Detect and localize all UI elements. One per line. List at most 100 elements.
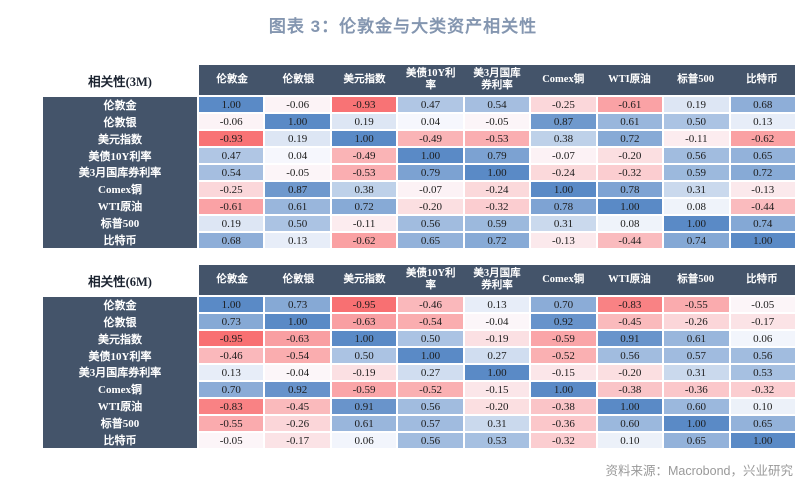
corr-cell: 1.00 [464,165,530,180]
row-label: WTI原油 [97,201,143,214]
corr-cell: -0.07 [398,182,463,197]
corr-cell: 1.00 [398,348,463,363]
corr-cell: 0.27 [398,365,463,380]
corr-cell: -0.15 [531,365,596,380]
corr-cell: -0.61 [199,199,264,214]
row-label: 美债10Y利率 [88,150,152,163]
corr-cell: 0.87 [531,114,596,129]
corr-cell: -0.63 [331,314,397,329]
corr-cell: 0.92 [265,382,330,397]
corr-cell: 0.54 [464,97,530,112]
corr-cell: 0.65 [730,148,795,163]
row-label: 伦敦金 [103,300,137,313]
corr-cell: 0.47 [199,148,264,163]
corr-cell: 0.92 [531,314,596,329]
corr-cell: -0.55 [199,416,264,431]
corr-cell: -0.19 [331,365,397,380]
corr-cell: -0.95 [331,297,397,312]
corr-cell: 0.10 [597,433,663,448]
row-label: 美3月国库券利率 [78,367,162,380]
corr-cell: 1.00 [531,182,596,197]
corr-cell: 0.73 [265,297,330,312]
corr-cell: -0.19 [464,331,530,346]
corr-cell: 0.13 [464,297,530,312]
corr-cell: 0.59 [464,216,530,231]
row-label: 伦敦银 [103,117,137,130]
corr-cell: -0.24 [531,165,596,180]
corr-cell: 0.61 [331,416,397,431]
column-header: 伦敦金 [216,73,248,85]
corr-cell: 1.00 [331,131,397,146]
corr-cell: -0.06 [265,97,330,112]
corr-cell: -0.25 [199,182,264,197]
corr-cell: 0.73 [199,314,264,329]
corr-cell: 0.50 [664,114,729,129]
column-header: WTI原油 [608,73,651,85]
correlation-table-3m: 相关性(3M) 伦敦金 伦敦银 美元指数 美债10Y利 率美3月国库 券利率 Comex铜… [43,65,795,248]
corr-cell: 0.31 [464,416,530,431]
corr-cell: 0.78 [597,182,663,197]
corr-cell: 0.08 [597,216,663,231]
corr-cell: -0.32 [597,165,663,180]
corr-cell: 0.87 [265,182,330,197]
corr-cell: 0.19 [331,114,397,129]
corr-cell: 0.31 [664,182,729,197]
corr-cell: 1.00 [398,148,463,163]
corr-cell: -0.53 [331,165,397,180]
corr-cell: 0.56 [730,348,795,363]
corr-cell: 1.00 [664,216,729,231]
header-row: 相关性(3M) 伦敦金 伦敦银 美元指数 美债10Y利 率美3月国库 券利率 Comex铜… [43,65,795,95]
corr-cell: 0.61 [265,199,330,214]
corr-cell: -0.45 [265,399,330,414]
corr-cell: -0.05 [199,433,264,448]
corr-cell: 0.06 [730,331,795,346]
corr-cell: 0.56 [398,399,463,414]
column-headers: 伦敦金 伦敦银 美元指数 美债10Y利 率美3月国库 券利率 Comex铜 WTI原油 标普… [199,265,795,295]
corr-cell: 1.00 [597,199,663,214]
corr-cell: 1.00 [730,433,795,448]
corr-cell: -0.06 [199,114,264,129]
corr-cell: -0.26 [664,314,729,329]
corr-cell: 0.72 [597,131,663,146]
column-header: 美3月国库 券利率 [473,267,521,291]
column-header: 标普500 [677,73,715,85]
column-header: Comex铜 [542,273,585,285]
row-label: 比特币 [103,434,137,447]
row-label: Comex铜 [98,184,142,197]
corr-cell: -0.25 [531,97,596,112]
corr-cell: 0.56 [398,216,463,231]
header-row: 相关性(6M) 伦敦金 伦敦银 美元指数 美债10Y利 率美3月国库 券利率 Comex铜… [43,265,795,295]
correlation-tables: 相关性(3M) 伦敦金 伦敦银 美元指数 美债10Y利 率美3月国库 券利率 Comex铜… [43,65,795,448]
row-label: 伦敦金 [103,100,137,113]
corr-cell: 1.00 [331,331,397,346]
corr-cell: 0.31 [664,365,729,380]
corr-cell: 1.00 [664,416,729,431]
corr-cell: 0.61 [664,331,729,346]
corr-cell: 0.78 [531,199,596,214]
corr-cell: 0.57 [664,348,729,363]
corr-cell: 0.10 [730,399,795,414]
corr-cell: 0.65 [664,433,729,448]
row-label: 比特币 [103,234,137,247]
corr-cell: -0.62 [331,233,397,248]
column-header: WTI原油 [608,273,651,285]
corr-cell: -0.05 [265,165,330,180]
column-headers: 伦敦金 伦敦银 美元指数 美债10Y利 率美3月国库 券利率 Comex铜 WTI原油 标普… [199,65,795,95]
corr-cell: 0.59 [664,165,729,180]
corr-cell: -0.44 [597,233,663,248]
corr-cell: -0.95 [199,331,264,346]
corr-cell: -0.13 [531,233,596,248]
corr-cell: 0.31 [531,216,596,231]
table-title-6m: 相关性(6M) [43,265,197,295]
corr-cell: -0.20 [597,365,663,380]
row-label: 美债10Y利率 [88,350,152,363]
table-title-3m: 相关性(3M) [43,65,197,95]
corr-cell: -0.13 [730,182,795,197]
corr-cell: 0.19 [265,131,330,146]
column-header: 美3月国库 券利率 [473,67,521,91]
corr-cell: -0.15 [464,382,530,397]
row-label: WTI原油 [97,401,143,414]
corr-cell: 0.38 [331,182,397,197]
corr-cell: 0.56 [597,348,663,363]
corr-cell: 0.13 [730,114,795,129]
